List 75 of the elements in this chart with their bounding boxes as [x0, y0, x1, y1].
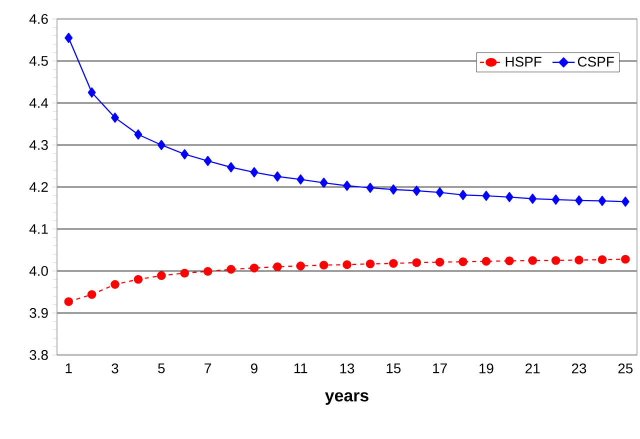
point	[389, 184, 398, 195]
x-tick-label: 19	[480, 363, 494, 374]
point	[111, 112, 119, 123]
point	[296, 262, 306, 270]
point	[227, 162, 235, 172]
point	[320, 178, 328, 188]
point	[250, 264, 259, 272]
point	[435, 258, 444, 267]
y-tick-label: 4.2	[29, 182, 48, 192]
point	[134, 274, 143, 284]
y-tick-label: 3.8	[30, 350, 48, 360]
point	[459, 190, 467, 200]
point	[64, 297, 74, 306]
point	[389, 259, 398, 268]
x-tick-label: 11	[294, 364, 308, 374]
y-tick-label: 4.4	[29, 98, 48, 108]
point	[87, 290, 96, 299]
y-tick-label: 4.3	[29, 140, 48, 150]
point	[482, 190, 490, 201]
point	[552, 194, 560, 205]
point	[412, 258, 422, 267]
point	[482, 256, 491, 266]
x-axis-title: years	[325, 392, 368, 405]
x-tick-label: 13	[340, 363, 354, 374]
x-tick-label: 23	[572, 363, 586, 374]
point	[505, 256, 514, 266]
point	[621, 254, 630, 264]
point	[273, 262, 282, 272]
point	[64, 32, 73, 43]
point	[412, 186, 421, 196]
point	[204, 156, 212, 166]
point	[551, 256, 560, 265]
legend-label: HSPF	[506, 56, 542, 67]
point	[458, 257, 468, 266]
point	[180, 149, 189, 160]
point	[598, 255, 607, 264]
point	[203, 267, 212, 276]
point	[157, 140, 166, 150]
point	[180, 268, 190, 278]
point	[528, 194, 537, 204]
point	[574, 256, 584, 264]
point	[157, 271, 166, 280]
y-tick-label: 4.5	[29, 56, 48, 66]
point	[110, 280, 120, 289]
x-tick-label: 9	[250, 363, 258, 374]
point	[273, 171, 282, 182]
y-tick-label: 4.1	[29, 224, 48, 234]
y-tick-label: 4.6	[29, 14, 48, 24]
point	[342, 260, 352, 270]
x-tick-label: 25	[618, 363, 633, 374]
point	[505, 192, 514, 202]
x-tick-label: 21	[526, 363, 540, 374]
point	[319, 260, 328, 270]
point	[343, 180, 351, 191]
point	[296, 174, 305, 185]
x-tick-label: 7	[204, 364, 211, 374]
point	[598, 196, 606, 206]
x-tick-label: 15	[386, 364, 401, 374]
x-tick-label: 3	[112, 363, 118, 374]
x-tick-label: 17	[433, 364, 447, 374]
point	[366, 259, 375, 268]
point	[88, 87, 96, 98]
legend-label: CSPF	[578, 56, 614, 67]
point	[250, 167, 258, 178]
point	[436, 187, 444, 198]
point	[621, 196, 630, 207]
point	[575, 195, 583, 206]
point	[528, 256, 538, 265]
point	[226, 264, 236, 274]
y-tick-label: 4.0	[29, 266, 48, 276]
y-tick-label: 3.9	[30, 308, 48, 318]
x-tick-label: 1	[66, 364, 72, 374]
x-tick-label: 5	[158, 364, 165, 374]
point	[134, 129, 142, 140]
point	[366, 182, 374, 193]
